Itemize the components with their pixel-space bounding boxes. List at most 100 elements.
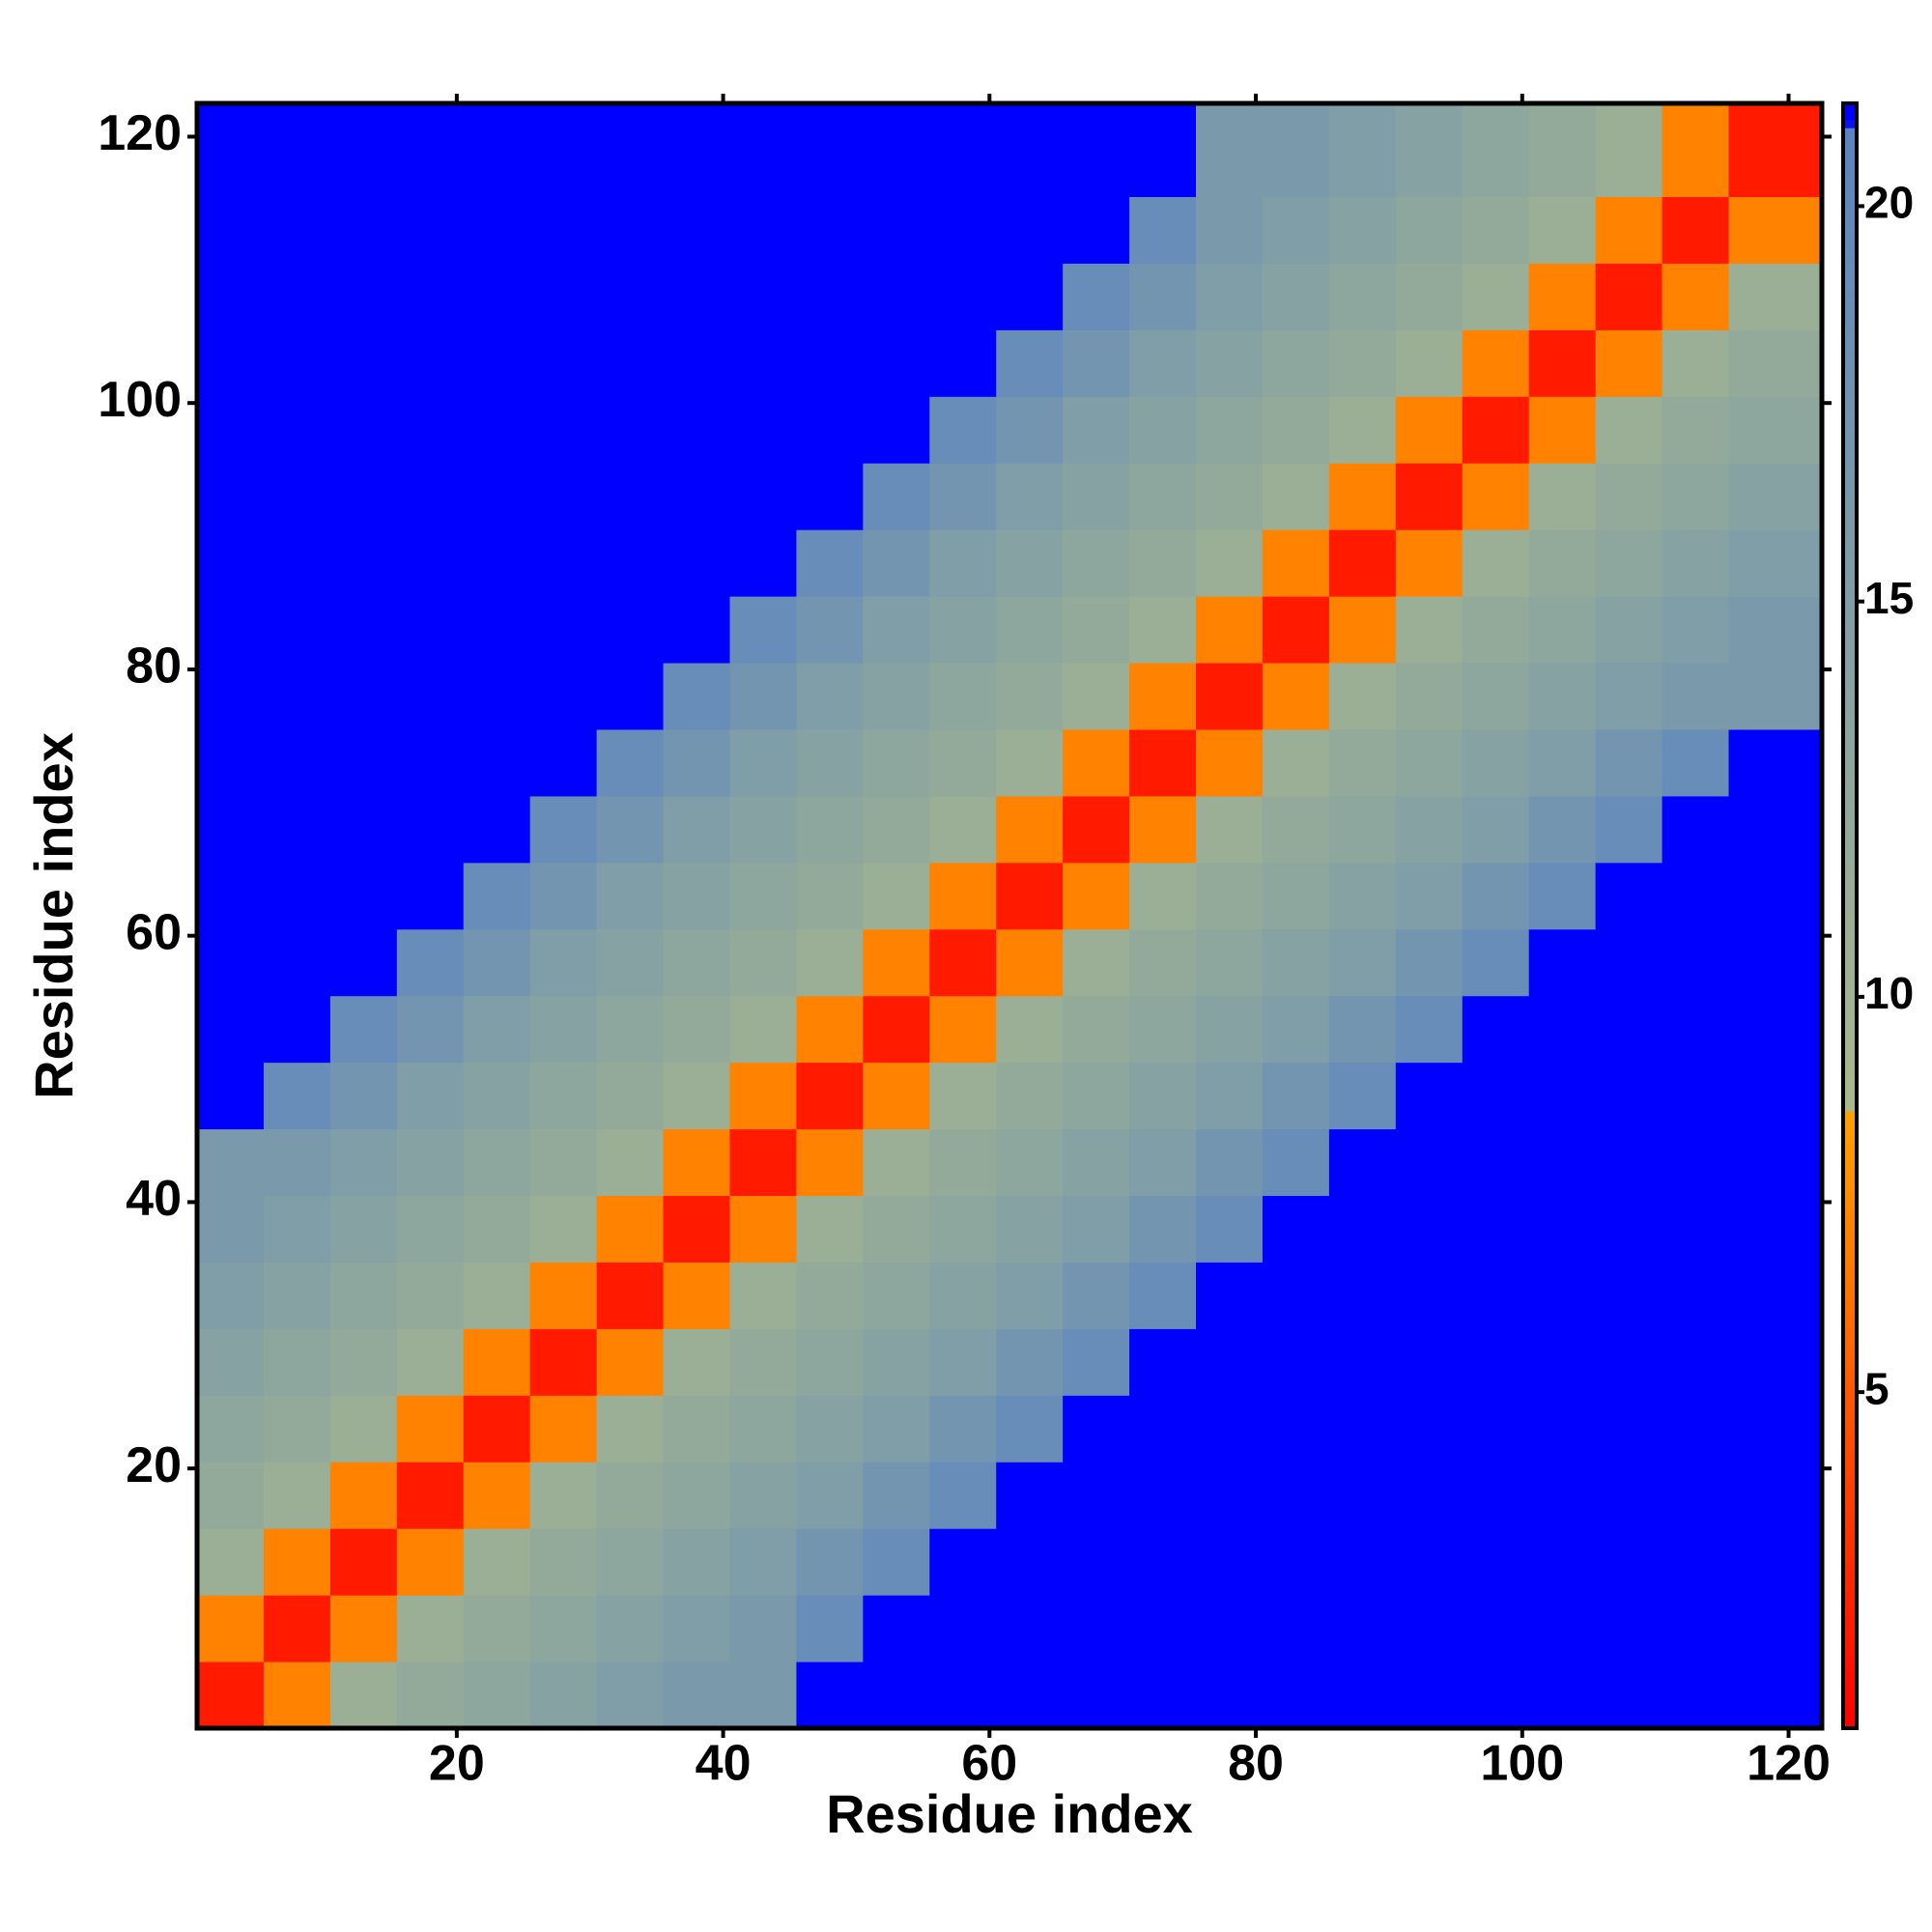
heatmap-cell <box>1063 1595 1130 1662</box>
heatmap-cell <box>1395 463 1463 530</box>
heatmap-cell <box>996 196 1064 264</box>
heatmap-cell <box>329 1128 398 1197</box>
heatmap-cell <box>329 1195 398 1263</box>
heatmap-cell <box>1728 1195 1823 1263</box>
heatmap-cell <box>396 1528 465 1596</box>
heatmap-cell <box>996 1328 1064 1396</box>
heatmap-cell <box>1262 329 1330 397</box>
heatmap-cell <box>329 663 398 730</box>
heatmap-cell <box>929 928 997 997</box>
heatmap-cell <box>1262 995 1330 1064</box>
heatmap-cell <box>463 1328 531 1396</box>
heatmap-cell <box>1196 263 1264 330</box>
colorbar-segment <box>1843 1167 1857 1177</box>
heatmap-cell <box>1328 862 1397 930</box>
heatmap-cell <box>663 663 730 730</box>
heatmap-cell <box>529 663 598 730</box>
heatmap-cell <box>1196 1462 1264 1529</box>
colorbar-segment <box>1843 818 1857 827</box>
colorbar-segment <box>1843 883 1857 893</box>
heatmap-cell <box>396 196 465 264</box>
heatmap-cell <box>729 728 797 797</box>
heatmap-cell <box>396 329 465 397</box>
heatmap-cell <box>1196 1262 1264 1329</box>
heatmap-cell <box>1528 1262 1597 1329</box>
colorbar-segment <box>1843 1452 1857 1461</box>
heatmap-cell <box>796 1662 864 1729</box>
heatmap-cell <box>197 1195 265 1263</box>
colorbar-segment <box>1843 1119 1857 1128</box>
heatmap-cell <box>996 263 1064 330</box>
heatmap-cell <box>1528 1128 1597 1197</box>
heatmap-cell <box>529 795 598 864</box>
x-tick-label: 120 <box>1747 1736 1831 1792</box>
colorbar-segment <box>1843 1354 1857 1364</box>
heatmap-cell <box>863 663 930 730</box>
colorbar-segment <box>1843 542 1857 552</box>
heatmap-cell <box>1395 1128 1463 1197</box>
heatmap-cell <box>329 396 398 464</box>
colorbar-segment <box>1843 728 1857 738</box>
heatmap-cell <box>1063 103 1130 198</box>
colorbar-segment <box>1843 899 1857 909</box>
heatmap-cell <box>796 263 864 330</box>
heatmap-cell <box>329 1528 398 1596</box>
heatmap-cell <box>796 329 864 397</box>
heatmap-cell <box>1262 862 1330 930</box>
heatmap-cell <box>396 1595 465 1662</box>
colorbar-segment <box>1843 1159 1857 1169</box>
heatmap-cell <box>863 1062 930 1130</box>
heatmap-cell <box>1262 529 1330 597</box>
colorbar-segment <box>1843 1257 1857 1266</box>
heatmap-cell <box>1595 1195 1663 1263</box>
heatmap-cell <box>1462 1528 1530 1596</box>
heatmap-cell <box>863 196 930 264</box>
colorbar-segment <box>1843 582 1857 592</box>
heatmap-cell <box>863 1328 930 1396</box>
heatmap-cell <box>1528 1528 1597 1596</box>
colorbar-segment <box>1843 1719 1857 1729</box>
heatmap-cell <box>996 103 1064 198</box>
heatmap-cell <box>596 928 665 997</box>
colorbar-segment <box>1843 1395 1857 1405</box>
colorbar-segment <box>1843 1655 1857 1664</box>
heatmap-cell <box>329 862 398 930</box>
heatmap-cell <box>1462 663 1530 730</box>
heatmap-cell <box>1395 596 1463 664</box>
heatmap-cell <box>1196 862 1264 930</box>
colorbar-segment <box>1843 159 1857 169</box>
heatmap-cell <box>729 1262 797 1329</box>
colorbar-segment <box>1843 1069 1857 1079</box>
heatmap-cell <box>1662 1128 1729 1197</box>
heatmap-cell <box>729 329 797 397</box>
heatmap-cell <box>1395 862 1463 930</box>
colorbar-segment <box>1843 859 1857 868</box>
heatmap-cell <box>796 1395 864 1463</box>
heatmap-cell <box>1262 1528 1330 1596</box>
heatmap-cell <box>1462 463 1530 530</box>
heatmap-cell <box>1662 329 1729 397</box>
colorbar-segment <box>1843 428 1857 438</box>
heatmap-cell <box>1063 862 1130 930</box>
heatmap-cell <box>1395 995 1463 1064</box>
heatmap-cell <box>329 196 398 264</box>
heatmap-cell <box>596 663 665 730</box>
heatmap-cell <box>863 1662 930 1729</box>
colorbar-segment <box>1843 257 1857 267</box>
heatmap-cell <box>1595 1062 1663 1130</box>
heatmap-cell <box>1462 928 1530 997</box>
heatmap-cell <box>1262 728 1330 797</box>
heatmap-cell <box>929 396 997 464</box>
heatmap-cell <box>729 862 797 930</box>
heatmap-cell <box>863 463 930 530</box>
heatmap-cell <box>1595 196 1663 264</box>
heatmap-cell <box>1395 529 1463 597</box>
heatmap-cell <box>996 1595 1064 1662</box>
heatmap-cell <box>1063 728 1130 797</box>
heatmap-cell <box>596 1595 665 1662</box>
colorbar-segment <box>1843 1029 1857 1038</box>
colorbar-segment <box>1843 1240 1857 1250</box>
heatmap-cell <box>1528 463 1597 530</box>
colorbar-segment <box>1843 948 1857 957</box>
heatmap-cell <box>1662 196 1729 264</box>
